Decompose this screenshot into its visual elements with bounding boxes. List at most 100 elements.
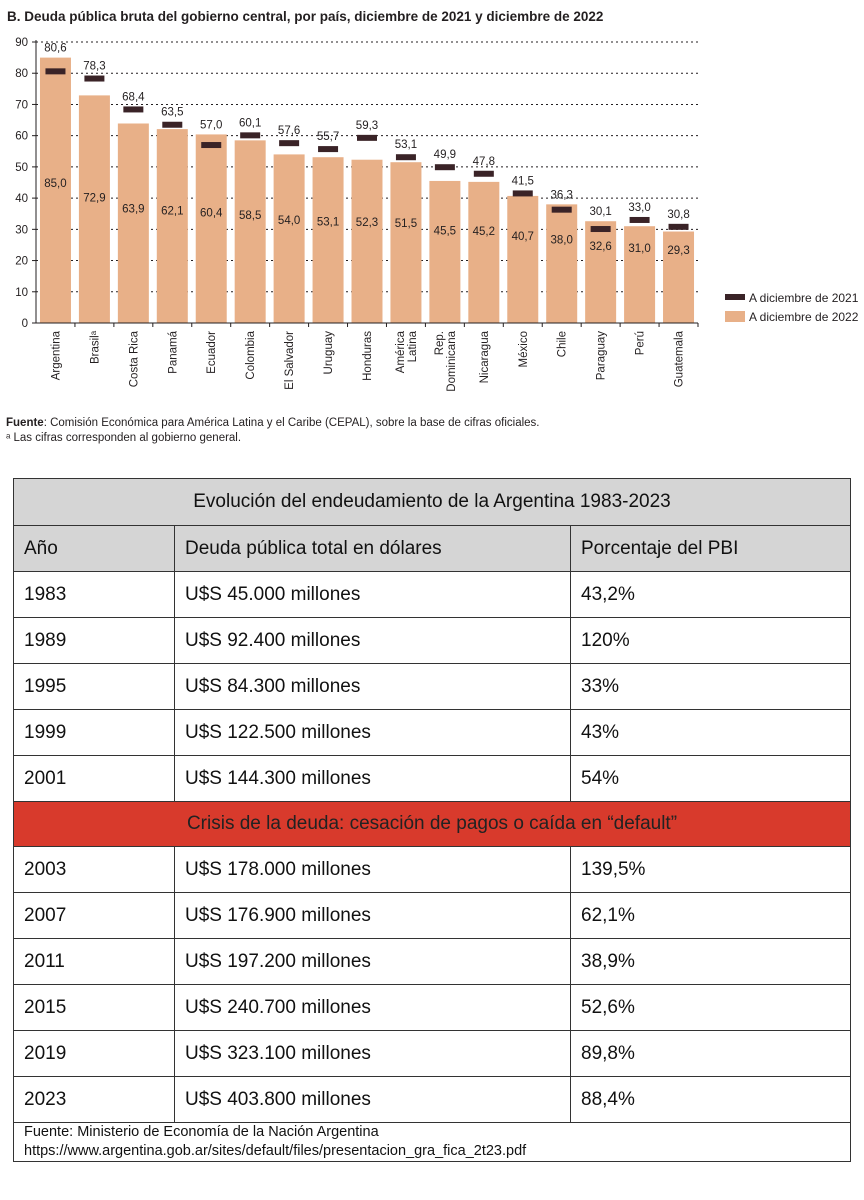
category-label-group: Honduras — [362, 331, 374, 381]
marker-2021 — [395, 154, 416, 161]
category-label: Costa Rica — [128, 330, 140, 387]
marker-value-label: 78,3 — [83, 61, 105, 73]
bar-2022 — [390, 162, 422, 323]
marker-2021 — [123, 106, 144, 113]
marker-2021 — [629, 216, 650, 223]
marker-value-label: 57,0 — [200, 119, 222, 131]
category-label-group: Argentina — [50, 330, 62, 380]
category-label-group: Costa Rica — [128, 330, 140, 387]
table-row: 2023 U$S 403.800 millones 88,4% — [13, 1076, 851, 1123]
table-row: 1999 U$S 122.500 millones 43% — [13, 709, 851, 756]
header-gdp-percent: Porcentaje del PBI — [570, 525, 851, 572]
cell-gdp-percent: 89,8% — [570, 1030, 851, 1077]
cell-year: 2019 — [13, 1030, 175, 1077]
debt-chart-panel: B. Deuda pública bruta del gobierno cent… — [0, 0, 864, 460]
table-row: 2011 U$S 197.200 millones 38,9% — [13, 938, 851, 985]
marker-value-label: 30,1 — [589, 206, 611, 218]
marker-value-label: 33,0 — [628, 202, 650, 214]
category-label: Honduras — [362, 331, 374, 381]
category-label: Uruguay — [323, 331, 335, 375]
y-tick-label: 90 — [15, 37, 28, 49]
table-row: 2001 U$S 144.300 millones 54% — [13, 755, 851, 802]
marker-value-label: 55,7 — [317, 131, 339, 143]
bar-value-label: 52,3 — [356, 217, 378, 229]
bar-value-label: 38,0 — [551, 234, 573, 246]
table-title-row: Evolución del endeudamiento de la Argent… — [13, 478, 851, 526]
bar-2022 — [234, 140, 266, 323]
bar-value-label: 45,5 — [434, 225, 456, 237]
bar-value-label: 72,9 — [83, 193, 105, 205]
y-tick-label: 20 — [15, 256, 28, 268]
category-label: Argentina — [50, 330, 62, 380]
table-source: Fuente: Ministerio de Economía de la Nac… — [13, 1122, 851, 1162]
cell-debt: U$S 197.200 millones — [174, 938, 571, 985]
bar-value-label: 29,3 — [667, 245, 689, 257]
category-label-group: Chile — [557, 331, 569, 357]
cell-gdp-percent: 139,5% — [570, 846, 851, 893]
cell-year: 2015 — [13, 984, 175, 1031]
legend-swatch-2021 — [725, 294, 745, 300]
category-label: Rep.Dominicana — [434, 330, 458, 391]
bar-2022 — [351, 159, 383, 323]
axes: 0 10 20 30 40 50 60 70 80 90 Argentina Brasilᵃ Costa… — [15, 37, 699, 392]
marker-2021 — [162, 121, 183, 128]
table-row: 1989 U$S 92.400 millones 120% — [13, 617, 851, 664]
cell-debt: U$S 144.300 millones — [174, 755, 571, 802]
table-title: Evolución del endeudamiento de la Argent… — [13, 478, 851, 526]
marker-2021 — [279, 140, 300, 147]
cell-debt: U$S 84.300 millones — [174, 663, 571, 710]
bar-2022 — [312, 157, 344, 323]
category-label-group: Uruguay — [323, 331, 335, 375]
cell-gdp-percent: 52,6% — [570, 984, 851, 1031]
cell-year: 1989 — [13, 617, 175, 664]
bar-value-label: 85,0 — [44, 178, 66, 190]
bar-value-label: 62,1 — [161, 205, 183, 217]
cell-year: 2011 — [13, 938, 175, 985]
bar-2022 — [507, 195, 539, 323]
marker-2021 — [668, 223, 689, 230]
bar-2022 — [663, 231, 695, 323]
bar-2022 — [273, 154, 305, 323]
table-row: 1983 U$S 45.000 millones 43,2% — [13, 571, 851, 618]
cell-gdp-percent: 33% — [570, 663, 851, 710]
bar-value-label: 40,7 — [512, 231, 534, 243]
cell-gdp-percent: 54% — [570, 755, 851, 802]
marker-value-label: 60,1 — [239, 117, 261, 129]
crisis-band-row: Crisis de la deuda: cesación de pagos o … — [13, 801, 851, 847]
header-year: Año — [13, 525, 175, 572]
cell-gdp-percent: 43,2% — [570, 571, 851, 618]
cell-debt: U$S 323.100 millones — [174, 1030, 571, 1077]
marker-2021 — [240, 132, 261, 139]
table-source-row: Fuente: Ministerio de Economía de la Nac… — [13, 1122, 851, 1162]
category-label: Perú — [635, 331, 647, 355]
chart-source-label: Fuente — [6, 417, 44, 429]
cell-debt: U$S 403.800 millones — [174, 1076, 571, 1123]
category-label: AméricaLatina — [395, 330, 419, 373]
category-label: Chile — [557, 331, 569, 357]
category-label: Nicaragua — [479, 330, 491, 383]
cell-year: 1999 — [13, 709, 175, 756]
cell-debt: U$S 178.000 millones — [174, 846, 571, 893]
bar-2022 — [429, 180, 461, 323]
chart-footnotes: Fuente: Comisión Económica para América … — [6, 416, 540, 446]
bar-value-label: 63,9 — [122, 203, 144, 215]
category-label-group: Panamá — [167, 330, 179, 373]
category-label-group: Guatemala — [674, 330, 686, 387]
marker-2021 — [512, 190, 533, 197]
category-label: Guatemala — [674, 330, 686, 387]
cell-year: 1983 — [13, 571, 175, 618]
marker-value-label: 36,3 — [551, 189, 573, 201]
table-row: 2015 U$S 240.700 millones 52,6% — [13, 984, 851, 1031]
marker-value-label: 68,4 — [122, 91, 145, 103]
legend: A diciembre de 2021 A diciembre de 2022 — [725, 291, 859, 324]
marker-value-label: 59,3 — [356, 120, 378, 132]
category-label-group: México — [518, 331, 530, 367]
y-tick-label: 40 — [15, 193, 28, 205]
legend-label-2021: A diciembre de 2021 — [749, 291, 859, 305]
marker-value-label: 30,8 — [667, 209, 689, 221]
markers-2021 — [45, 68, 689, 233]
bar-value-label: 31,0 — [628, 243, 650, 255]
category-label: Colombia — [245, 330, 257, 379]
category-label-group: Ecuador — [206, 331, 218, 374]
bar-value-label: 51,5 — [395, 218, 417, 230]
